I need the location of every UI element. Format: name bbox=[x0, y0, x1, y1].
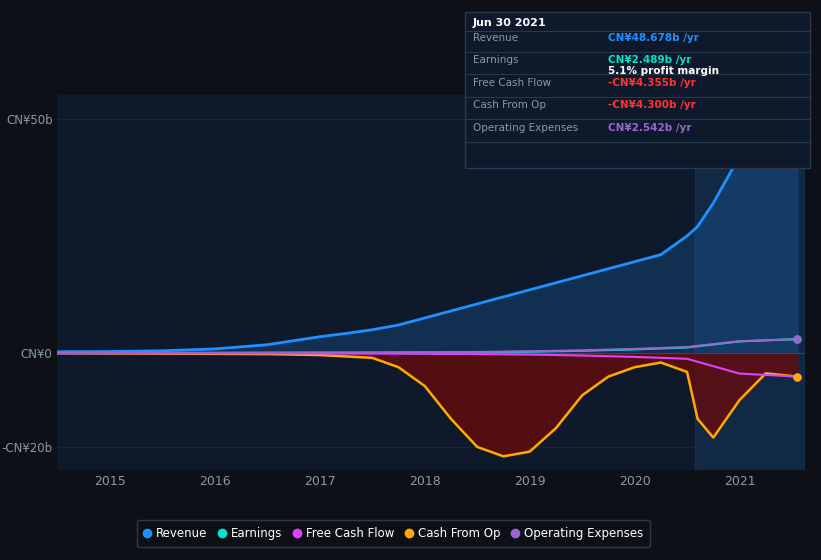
Text: Free Cash Flow: Free Cash Flow bbox=[473, 78, 551, 88]
Bar bbox=[695, 95, 805, 470]
Text: -CN¥4.300b /yr: -CN¥4.300b /yr bbox=[608, 100, 696, 110]
Text: Cash From Op: Cash From Op bbox=[473, 100, 546, 110]
Text: Operating Expenses: Operating Expenses bbox=[473, 123, 578, 133]
Text: Revenue: Revenue bbox=[473, 33, 518, 43]
Text: CN¥48.678b /yr: CN¥48.678b /yr bbox=[608, 33, 699, 43]
Text: Jun 30 2021: Jun 30 2021 bbox=[473, 18, 547, 28]
Text: -CN¥4.355b /yr: -CN¥4.355b /yr bbox=[608, 78, 696, 88]
Text: Earnings: Earnings bbox=[473, 55, 518, 66]
Text: CN¥2.542b /yr: CN¥2.542b /yr bbox=[608, 123, 692, 133]
Text: CN¥2.489b /yr: CN¥2.489b /yr bbox=[608, 55, 692, 66]
Text: 5.1% profit margin: 5.1% profit margin bbox=[608, 66, 719, 76]
Legend: Revenue, Earnings, Free Cash Flow, Cash From Op, Operating Expenses: Revenue, Earnings, Free Cash Flow, Cash … bbox=[137, 520, 650, 547]
